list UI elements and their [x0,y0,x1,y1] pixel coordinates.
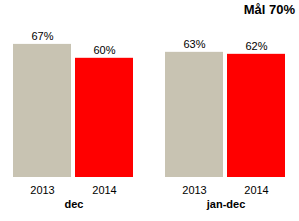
svg-text:2013: 2013 [182,184,206,196]
svg-text:dec: dec [65,198,84,210]
svg-text:60%: 60% [93,44,115,56]
svg-text:jan-dec: jan-dec [206,198,246,210]
svg-text:63%: 63% [183,38,205,50]
svg-text:2014: 2014 [244,184,268,196]
svg-text:67%: 67% [31,30,53,42]
svg-text:2013: 2013 [30,184,54,196]
svg-text:2014: 2014 [92,184,116,196]
html-text:Mål 70%: Mål 70% [243,2,295,17]
svg-text:62%: 62% [245,40,267,52]
